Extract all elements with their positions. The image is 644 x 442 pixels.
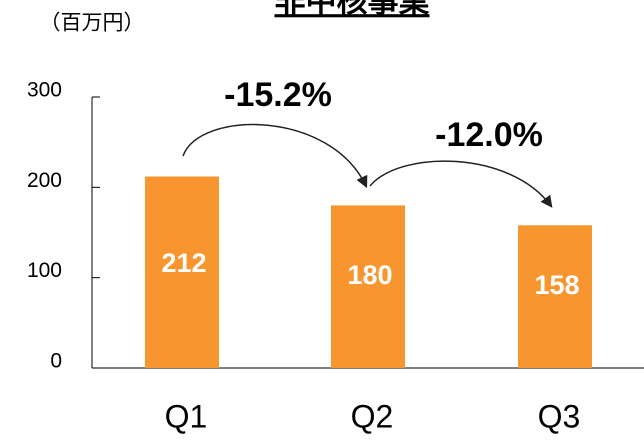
- bar: [331, 205, 405, 368]
- y-tick-label: 100: [27, 259, 62, 282]
- x-tick-label: Q2: [351, 398, 394, 434]
- x-tick-label: Q3: [538, 398, 581, 434]
- data-label: 180: [347, 260, 392, 290]
- y-tick-label: 300: [27, 79, 62, 102]
- data-label: 212: [161, 248, 206, 278]
- bar: [518, 225, 592, 368]
- axis-unit: （百万円）: [40, 12, 145, 35]
- arrow: [182, 123, 368, 189]
- y-tick-label: 0: [50, 350, 62, 373]
- data-label: 158: [534, 270, 579, 300]
- chart-title: 非中核事業: [275, 0, 430, 19]
- annotation: -12.0%: [435, 116, 543, 154]
- y-tick-label: 200: [27, 169, 62, 192]
- x-tick-label: Q1: [165, 398, 208, 434]
- arrow: [369, 160, 553, 208]
- annotation: -15.2%: [224, 76, 332, 114]
- bar: [145, 176, 219, 368]
